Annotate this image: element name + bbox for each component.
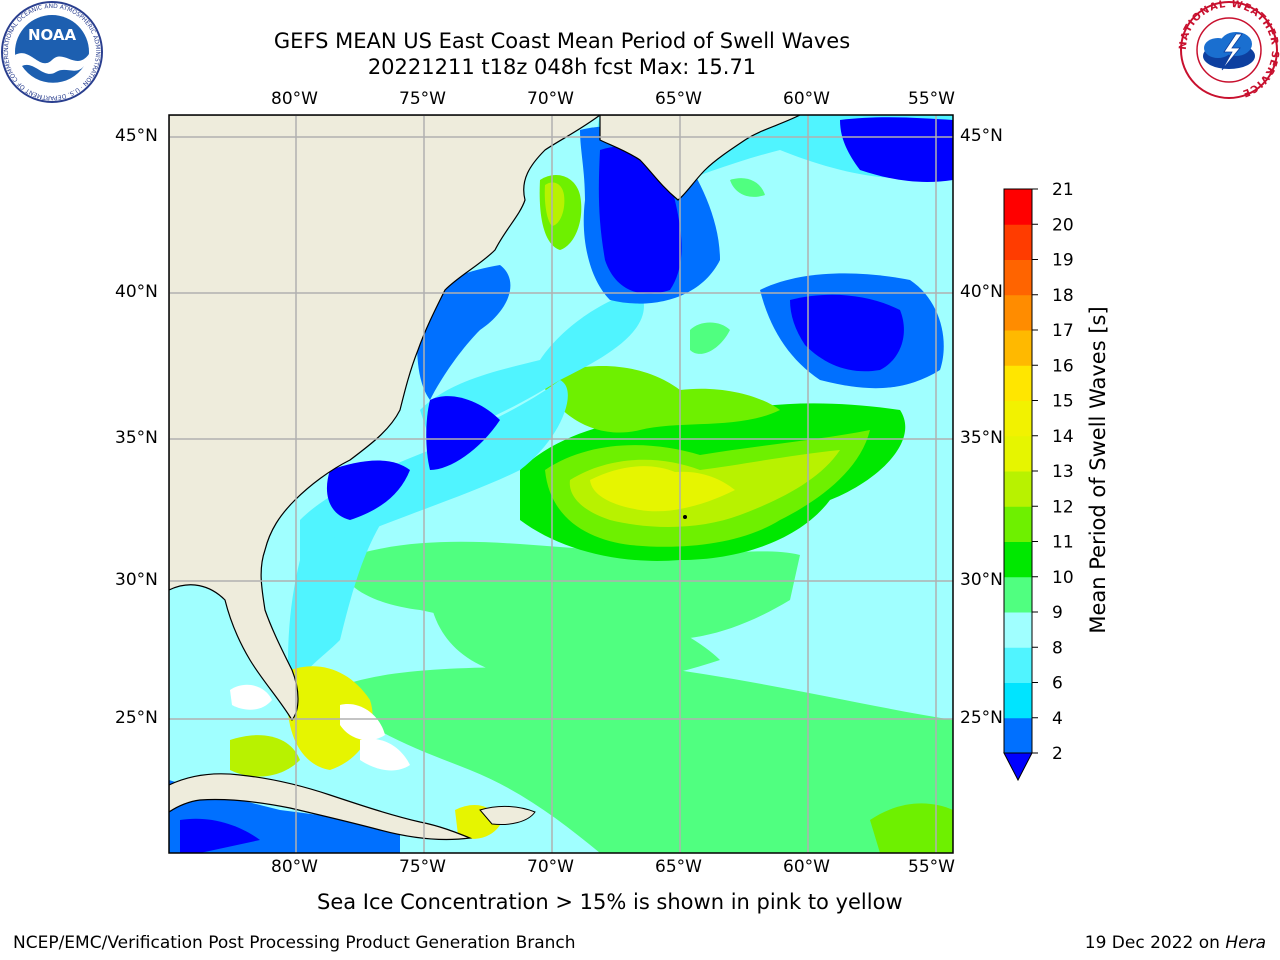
lat-label-right: 40°N (960, 282, 1003, 302)
colorbar-segment (1004, 224, 1032, 260)
colorbar: 2 4 6 8 9 10 11 12 13 14 15 16 17 18 19 20 21 (1003, 180, 1074, 782)
lon-label-top: 75°W (399, 89, 446, 109)
lat-label-left: 30°N (115, 570, 158, 590)
colorbar-segment (1004, 612, 1032, 648)
map-frame (168, 114, 954, 854)
nws-logo: NATIONAL WEATHER SERVICE (1178, 0, 1279, 99)
chart-title: GEFS MEAN US East Coast Mean Period of S… (273, 29, 851, 53)
colorbar-tick-label: 12 (1052, 497, 1074, 517)
colorbar-tick-label: 4 (1052, 709, 1063, 729)
colorbar-tick-label: 18 (1052, 286, 1074, 306)
colorbar-segment (1004, 682, 1032, 719)
colorbar-tick-label: 21 (1052, 180, 1074, 200)
colorbar-segment (1004, 294, 1032, 331)
lon-label-bottom: 55°W (908, 857, 955, 877)
lon-label-top: 70°W (527, 89, 574, 109)
chart-subtitle: 20221211 t18z 048h fcst Max: 15.71 (367, 55, 757, 79)
colorbar-segment (1004, 259, 1032, 296)
colorbar-tick-label: 20 (1052, 215, 1074, 235)
lat-label-right: 45°N (960, 126, 1003, 146)
lon-label-top: 55°W (908, 89, 955, 109)
colorbar-segment (1004, 576, 1032, 613)
noaa-logo: NATIONAL OCEANIC AND ATMOSPHERIC ADMINIS… (0, 0, 103, 103)
colorbar-segment (1004, 365, 1032, 401)
noaa-logo-text: NOAA (28, 26, 77, 44)
colorbar-tick-label: 2 (1052, 744, 1063, 764)
lat-label-left: 25°N (115, 708, 158, 728)
lon-label-bottom: 80°W (271, 857, 318, 877)
colorbar-segment (1004, 400, 1032, 437)
colorbar-segment (1004, 541, 1032, 578)
lat-label-right: 25°N (960, 708, 1003, 728)
footer-machine: Hera (1225, 933, 1266, 953)
footer-date: 19 Dec 2022 on Hera (1084, 933, 1266, 953)
colorbar-tick-label: 6 (1052, 674, 1063, 694)
colorbar-tick-label: 13 (1052, 462, 1074, 482)
lon-label-top: 65°W (655, 89, 702, 109)
footer-credit: NCEP/EMC/Verification Post Processing Pr… (13, 933, 576, 953)
lat-label-right: 35°N (960, 428, 1003, 448)
colorbar-tick-label: 11 (1052, 533, 1074, 553)
colorbar-tick-label: 19 (1052, 251, 1074, 271)
lat-label-right: 30°N (960, 570, 1003, 590)
lon-label-bottom: 65°W (655, 857, 702, 877)
lon-label-bottom: 70°W (527, 857, 574, 877)
colorbar-tick-label: 17 (1052, 321, 1074, 341)
colorbar-segment (1004, 647, 1032, 683)
colorbar-segment (1004, 435, 1032, 472)
lon-label-top: 80°W (271, 89, 318, 109)
colorbar-tick-label: 10 (1052, 568, 1074, 588)
sea-ice-caption: Sea Ice Concentration > 15% is shown in … (317, 890, 903, 914)
colorbar-segment (1004, 189, 1032, 225)
wave-period-field (169, 115, 953, 853)
map-gridlines (169, 115, 953, 853)
colorbar-tick-label: 9 (1052, 603, 1063, 623)
lon-label-top: 60°W (783, 89, 830, 109)
lat-label-left: 40°N (115, 282, 158, 302)
colorbar-tick-label: 15 (1052, 392, 1074, 412)
lon-label-bottom: 75°W (399, 857, 446, 877)
lat-label-left: 35°N (115, 428, 158, 448)
colorbar-tick-label: 8 (1052, 638, 1063, 658)
colorbar-segment (1004, 471, 1032, 507)
colorbar-label: Mean Period of Swell Waves [s] (1086, 306, 1110, 634)
lat-label-left: 45°N (115, 126, 158, 146)
colorbar-tick-label: 16 (1052, 356, 1074, 376)
colorbar-segment (1004, 330, 1032, 366)
colorbar-segment (1004, 717, 1032, 754)
colorbar-tick-label: 14 (1052, 427, 1074, 447)
colorbar-segment (1004, 506, 1032, 542)
lon-label-bottom: 60°W (783, 857, 830, 877)
